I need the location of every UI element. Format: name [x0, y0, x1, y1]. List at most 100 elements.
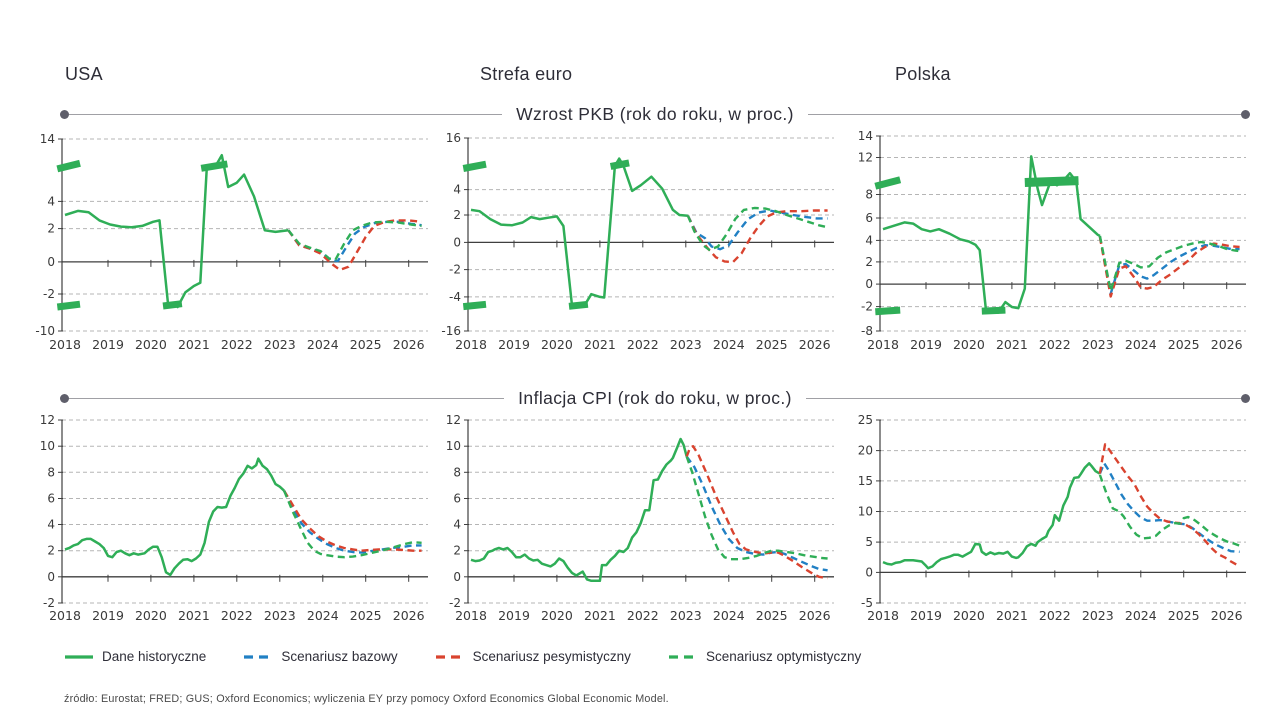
svg-text:2021: 2021 — [178, 608, 210, 623]
svg-text:2022: 2022 — [221, 608, 253, 623]
legend-item-dane-historyczne: Dane historyczne — [64, 649, 206, 664]
svg-text:6: 6 — [865, 211, 873, 225]
svg-text:2024: 2024 — [307, 337, 339, 352]
section-title-pkb: Wzrost PKB (rok do roku, w proc.) — [516, 104, 794, 124]
svg-text:2024: 2024 — [307, 608, 339, 623]
section-divider-pkb: Wzrost PKB (rok do roku, w proc.) — [60, 104, 1250, 125]
svg-text:2024: 2024 — [713, 608, 745, 623]
svg-text:2021: 2021 — [584, 337, 616, 352]
svg-text:14: 14 — [40, 132, 55, 146]
svg-text:2021: 2021 — [178, 337, 210, 352]
divider-line — [805, 398, 1242, 399]
legend-label: Scenariusz optymistyczny — [705, 649, 862, 664]
chart-cpi-polska: 25 20 15 10 5 0 -5 2018 2019 2020 2021 2022 2023 2024… — [848, 408, 1252, 634]
svg-text:4: 4 — [47, 194, 55, 208]
svg-text:2020: 2020 — [541, 337, 573, 352]
column-header-polska: Polska — [895, 64, 951, 84]
svg-text:2019: 2019 — [498, 608, 530, 623]
svg-text:2: 2 — [453, 208, 461, 222]
dashed-line-icon — [244, 654, 273, 659]
svg-text:2: 2 — [453, 544, 461, 558]
svg-text:2019: 2019 — [910, 608, 942, 623]
chart-pkb-usa: 14 4 2 0 -2 -10 2018 2019 2020 2021 2022 2023 2024 20… — [30, 128, 434, 362]
legend-item-scenariusz-bazowy: Scenariusz bazowy — [243, 649, 398, 664]
svg-text:2023: 2023 — [264, 608, 296, 623]
svg-text:12: 12 — [858, 151, 873, 165]
svg-text:2023: 2023 — [1082, 337, 1114, 352]
svg-text:2022: 2022 — [221, 337, 253, 352]
svg-text:2026: 2026 — [393, 608, 425, 623]
svg-text:2025: 2025 — [756, 337, 788, 352]
section-divider-cpi: Inflacja CPI (rok do roku, w proc.) — [60, 388, 1251, 409]
source-note: źródło: Eurostat; FRED; GUS; Oxford Econ… — [64, 693, 669, 705]
chart-cpi-strefa-euro: 12 10 8 6 4 2 0 -2 2018 2019 2020 2021 2022 2023 2024 2… — [436, 408, 840, 634]
divider-dot-icon — [1241, 110, 1250, 119]
svg-text:14: 14 — [858, 129, 873, 143]
svg-text:2022: 2022 — [1039, 337, 1071, 352]
svg-text:10: 10 — [858, 505, 873, 519]
svg-text:2021: 2021 — [996, 608, 1028, 623]
svg-text:6: 6 — [47, 492, 55, 506]
svg-text:2026: 2026 — [1211, 608, 1243, 623]
svg-text:2024: 2024 — [1125, 337, 1157, 352]
svg-text:2022: 2022 — [627, 337, 659, 352]
svg-text:2025: 2025 — [756, 608, 788, 623]
svg-text:10: 10 — [40, 439, 55, 453]
svg-text:2025: 2025 — [1168, 337, 1200, 352]
solid-line-icon — [65, 654, 93, 659]
svg-text:4: 4 — [453, 518, 461, 532]
chart-pkb-strefa-euro: 16 4 2 0 -2 -4 -16 2018 2019 2020 2021 2022 2023 2024… — [436, 128, 840, 362]
legend-label: Scenariusz pesymistyczny — [472, 649, 631, 664]
svg-text:2018: 2018 — [455, 608, 487, 623]
divider-line — [807, 114, 1241, 115]
svg-text:4: 4 — [453, 183, 461, 197]
svg-text:6: 6 — [453, 492, 461, 506]
svg-text:2: 2 — [47, 222, 55, 236]
legend: Dane historyczne Scenariusz bazowy Scena… — [64, 649, 861, 664]
svg-text:2025: 2025 — [350, 608, 382, 623]
divider-line — [69, 114, 503, 115]
dashed-line-icon — [668, 654, 697, 659]
svg-text:5: 5 — [865, 535, 873, 549]
svg-text:8: 8 — [865, 188, 873, 202]
svg-text:2026: 2026 — [799, 337, 831, 352]
svg-text:2019: 2019 — [92, 337, 124, 352]
svg-text:2019: 2019 — [910, 337, 942, 352]
svg-text:2023: 2023 — [670, 608, 702, 623]
svg-text:-2: -2 — [43, 287, 55, 301]
svg-text:2020: 2020 — [135, 337, 167, 352]
svg-text:-2: -2 — [449, 263, 461, 277]
legend-label: Scenariusz bazowy — [281, 649, 398, 664]
svg-text:4: 4 — [47, 518, 55, 532]
svg-text:-10: -10 — [35, 324, 55, 338]
svg-text:2025: 2025 — [1168, 608, 1200, 623]
svg-text:-16: -16 — [441, 324, 461, 338]
svg-text:10: 10 — [446, 439, 461, 453]
svg-text:2019: 2019 — [498, 337, 530, 352]
svg-text:2019: 2019 — [92, 608, 124, 623]
svg-text:-4: -4 — [449, 290, 461, 304]
column-header-strefa-euro: Strefa euro — [480, 64, 573, 84]
svg-text:2: 2 — [865, 255, 873, 269]
svg-text:12: 12 — [446, 413, 461, 427]
svg-text:2026: 2026 — [799, 608, 831, 623]
section-title-cpi: Inflacja CPI (rok do roku, w proc.) — [518, 388, 792, 408]
svg-text:-2: -2 — [449, 596, 461, 610]
divider-dot-icon — [60, 110, 69, 119]
svg-text:2026: 2026 — [1211, 337, 1243, 352]
legend-label: Dane historyczne — [102, 649, 207, 664]
svg-text:2024: 2024 — [1125, 608, 1157, 623]
svg-text:0: 0 — [865, 277, 873, 291]
dashed-line-icon — [435, 654, 464, 659]
divider-line — [69, 398, 505, 399]
svg-text:2018: 2018 — [867, 337, 899, 352]
chart-pkb-polska: 14 12 8 6 4 2 0 -2 -8 2018 2019 2020 2021 2022 2023 202… — [848, 128, 1252, 362]
svg-text:2021: 2021 — [996, 337, 1028, 352]
chart-cpi-usa: 12 10 8 6 4 2 0 -2 2018 2019 2020 2021 2022 2023 2024 2… — [30, 408, 434, 634]
svg-text:8: 8 — [453, 465, 461, 479]
svg-text:-2: -2 — [861, 300, 873, 314]
svg-text:2020: 2020 — [541, 608, 573, 623]
svg-text:0: 0 — [453, 570, 461, 584]
svg-text:2025: 2025 — [350, 337, 382, 352]
svg-text:0: 0 — [47, 570, 55, 584]
